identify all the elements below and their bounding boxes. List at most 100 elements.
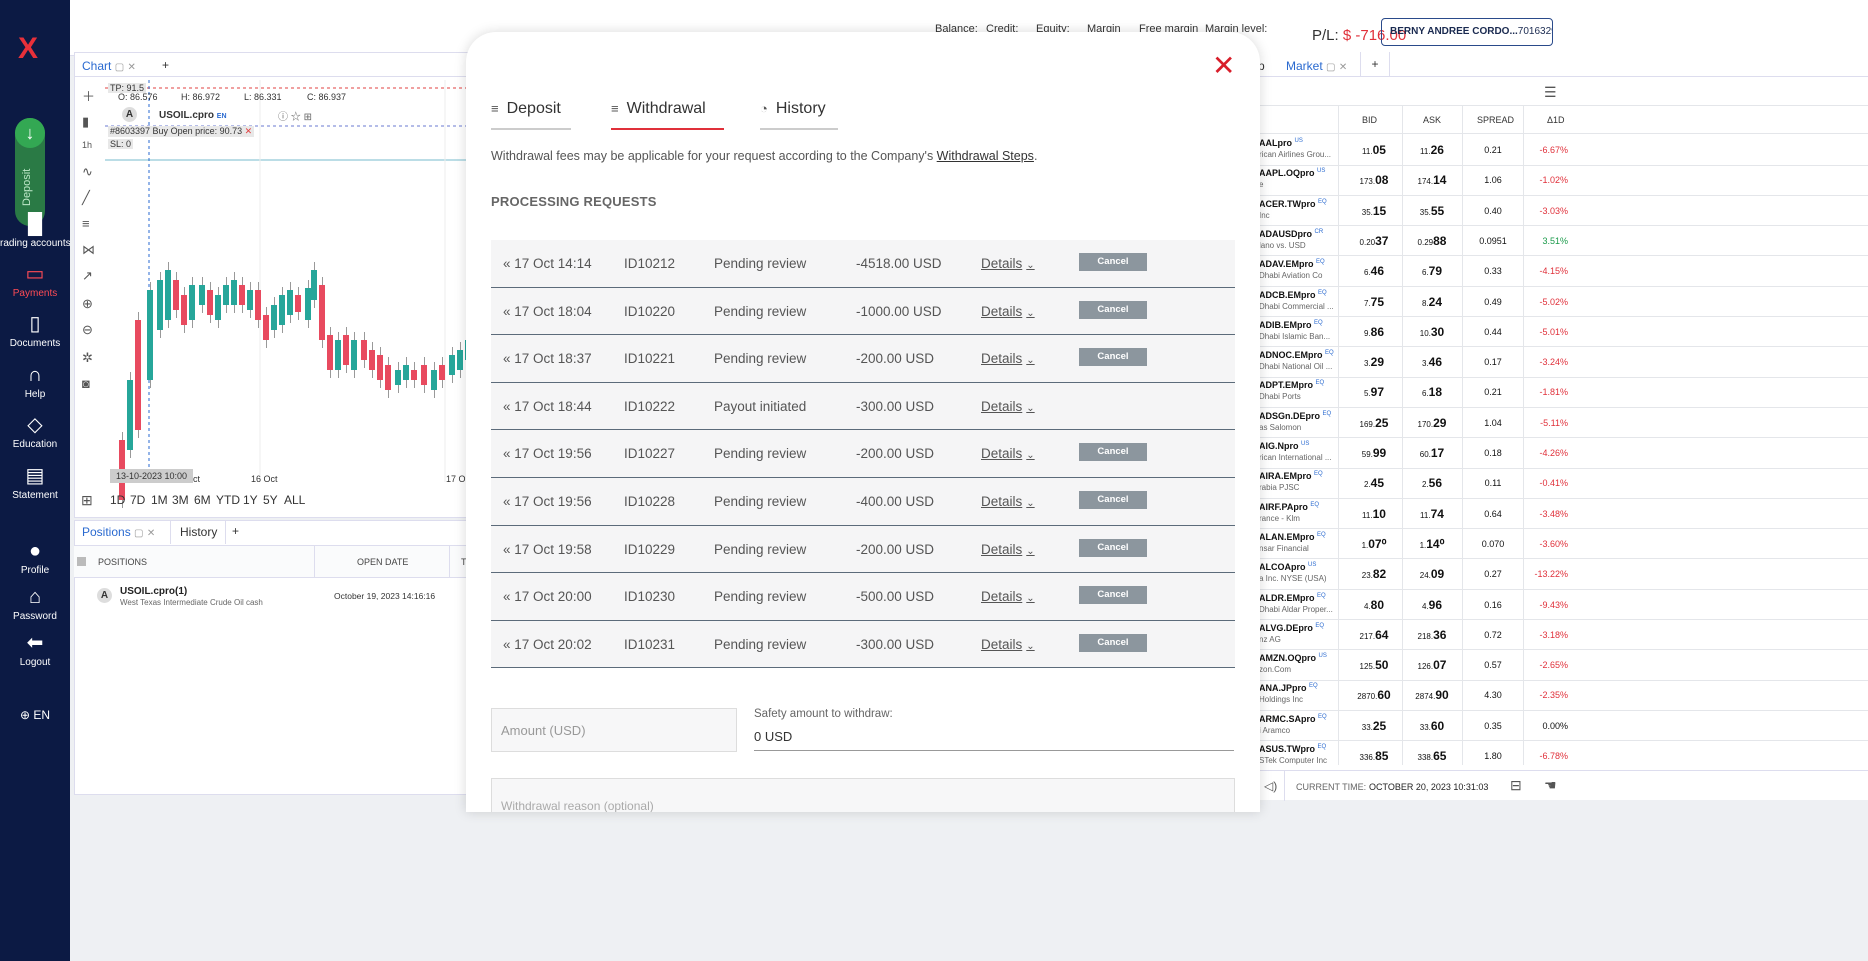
bid-price[interactable]: 125.50 [1359, 658, 1389, 673]
bid-price[interactable]: 6.46 [1363, 264, 1385, 279]
bid-price[interactable]: 0.2037 [1359, 233, 1389, 248]
bid-price[interactable]: 169.25 [1359, 415, 1389, 430]
market-row[interactable]: ADSGn.DEpro EQ as Salomon 169.25 170.29 1.04… [1256, 408, 1868, 439]
col-spread[interactable]: SPREAD [1477, 115, 1515, 125]
cancel-request-button[interactable]: Cancel [1079, 491, 1147, 509]
ask-price[interactable]: 6.18 [1421, 385, 1443, 400]
popout-icon[interactable]: ▢ [1326, 62, 1336, 73]
brand-logo[interactable]: X [18, 32, 38, 65]
cancel-request-button[interactable]: Cancel [1079, 300, 1147, 319]
star-icon[interactable]: ☆ [290, 112, 301, 123]
menu-icon[interactable]: ☰ [1544, 84, 1557, 100]
bid-price[interactable]: 217.64 [1359, 627, 1389, 642]
collapse-chevrons-icon[interactable]: « [503, 541, 511, 557]
interval-button[interactable]: 1h [82, 140, 93, 150]
details-link[interactable]: Details ⌄ [981, 351, 1035, 366]
details-link[interactable]: Details ⌄ [981, 304, 1035, 319]
collapse-chevrons-icon[interactable]: « [503, 351, 511, 367]
close-modal-icon[interactable]: ✕ [1212, 50, 1236, 81]
details-link[interactable]: Details ⌄ [981, 399, 1035, 414]
range-3m[interactable]: 3M [172, 493, 189, 507]
bid-price[interactable]: 5.97 [1363, 385, 1385, 400]
ask-price[interactable]: 35.55 [1419, 203, 1445, 218]
bid-price[interactable]: 7.75 [1363, 294, 1385, 309]
bid-price[interactable]: 23.82 [1361, 567, 1387, 582]
bid-price[interactable]: 4.80 [1363, 597, 1385, 612]
bid-price[interactable]: 3.29 [1363, 355, 1385, 370]
sidebar-item-profile[interactable]: ● Profile [0, 539, 70, 576]
popout-icon[interactable]: ▢ [134, 528, 144, 539]
trend-line-icon[interactable]: ╱ [82, 190, 90, 205]
hand-icon[interactable]: ☚ [1544, 777, 1557, 793]
market-row[interactable]: ASUS.TWpro EQ STek Computer Inc 336.85 338.… [1256, 741, 1868, 772]
ask-price[interactable]: 174.14 [1417, 173, 1447, 188]
layout-icon[interactable]: ⊟ [1510, 777, 1522, 793]
horizontal-lines-icon[interactable]: ≡ [82, 216, 90, 231]
market-row[interactable]: ADPT.EMpro EQ Dhabi Ports 5.97 6.18 0.21 -1.8… [1256, 377, 1868, 408]
sidebar-item-password[interactable]: ⌂ Password [0, 585, 70, 622]
range-5y[interactable]: 5Y [263, 493, 278, 507]
sidebar-item-help[interactable]: ∩ Help [0, 363, 70, 400]
plus-box-icon[interactable]: ⊞ [303, 112, 312, 123]
account-selector[interactable]: BERNY ANDREE CORDO...70163294 [1381, 18, 1553, 46]
sidebar-item-trading-accounts[interactable]: ▐▌ rading accounts [0, 212, 70, 249]
range-7d[interactable]: 7D [130, 493, 146, 507]
deposit-button[interactable]: ↓ Deposit [15, 118, 45, 226]
details-link[interactable]: Details ⌄ [981, 446, 1035, 461]
ask-price[interactable]: 2874.90 [1415, 688, 1449, 703]
ask-price[interactable]: 60.17 [1419, 446, 1445, 460]
collapse-chevrons-icon[interactable]: « [503, 256, 511, 271]
ask-price[interactable]: 170.29 [1417, 415, 1447, 430]
withdrawal-reason-input[interactable]: Withdrawal reason (optional) [491, 778, 1235, 812]
bid-price[interactable]: 1.07⁰ [1361, 536, 1387, 551]
market-row[interactable]: ADNOC.EMpro EQ Dhabi National Oil ... 3.29… [1256, 347, 1868, 378]
details-link[interactable]: Details ⌄ [981, 589, 1035, 604]
cancel-request-button[interactable]: Cancel [1079, 538, 1147, 557]
ask-price[interactable]: 3.46 [1421, 355, 1443, 370]
position-symbol[interactable]: USOIL.cpro(1) [120, 586, 188, 597]
ask-price[interactable]: 24.09 [1419, 567, 1445, 582]
market-row[interactable]: ACER.TWpro EQ Inc 35.15 35.55 0.40 -3.03% [1256, 196, 1868, 227]
market-row[interactable]: AMZN.OQpro US zon.Com 125.50 126.07 0.57 -2.6… [1256, 650, 1868, 681]
layout-grid-icon[interactable]: ⊞ [81, 492, 93, 508]
sidebar-item-logout[interactable]: ⬅ Logout [0, 631, 70, 668]
tab-chart[interactable]: Chart ▢ ✕ [82, 59, 136, 73]
pattern-icon[interactable]: ⋈ [82, 242, 95, 257]
ask-price[interactable]: 126.07 [1417, 658, 1447, 673]
range-1d[interactable]: 1D [110, 493, 126, 507]
ask-price[interactable]: 2.56 [1421, 476, 1443, 491]
close-icon[interactable]: ✕ [146, 528, 156, 539]
select-all-checkbox[interactable] [77, 557, 86, 566]
brush-icon[interactable]: ↗ [82, 268, 93, 283]
withdrawal-steps-link[interactable]: Withdrawal Steps [936, 149, 1034, 163]
market-row[interactable]: ALDR.EMpro EQ Dhabi Aldar Proper... 4.80 4.… [1256, 590, 1868, 620]
price-chart[interactable] [105, 80, 473, 508]
market-row[interactable]: ADAV.EMpro EQ Dhabi Aviation Co 6.46 6.79 0.… [1256, 256, 1868, 287]
cancel-request-button[interactable]: Cancel [1079, 443, 1147, 462]
ask-price[interactable]: 338.65 [1417, 749, 1447, 763]
bid-price[interactable]: 2.45 [1363, 476, 1385, 491]
range-ytd[interactable]: YTD [216, 493, 240, 507]
close-icon[interactable]: ✕ [1338, 62, 1348, 73]
market-row[interactable]: ALVG.DEpro EQ nz AG 217.64 218.36 0.72 -3.18% [1256, 620, 1868, 651]
market-row[interactable]: AIRF.PApro EQ rance - Klm 11.10 11.74 0.64 -3… [1256, 499, 1868, 530]
collapse-chevrons-icon[interactable]: « [503, 398, 511, 414]
popout-icon[interactable]: ▢ [114, 62, 125, 73]
tab-history[interactable]: History [170, 520, 226, 544]
bid-price[interactable]: 9.86 [1363, 324, 1385, 339]
range-all[interactable]: ALL [284, 493, 306, 507]
info-icon[interactable]: ⓘ [278, 112, 288, 123]
details-link[interactable]: Details ⌄ [981, 494, 1035, 509]
chart-symbol-actions[interactable]: ⓘ ☆ ⊞ [278, 108, 312, 123]
zoom-in-icon[interactable]: ⊕ [82, 296, 93, 311]
ask-price[interactable]: 33.60 [1419, 718, 1445, 733]
sidebar-item-statement[interactable]: ▤ Statement [0, 464, 70, 501]
collapse-chevrons-icon[interactable]: « [503, 636, 511, 652]
details-link[interactable]: Details ⌄ [981, 542, 1035, 557]
ask-price[interactable]: 11.74 [1420, 506, 1444, 521]
tab-positions[interactable]: Positions ▢ ✕ [82, 525, 155, 539]
bid-price[interactable]: 11.05 [1362, 143, 1386, 157]
add-chart-tab-button[interactable]: + [162, 58, 170, 72]
bid-price[interactable]: 336.85 [1359, 749, 1389, 763]
tab-deposit[interactable]: ≡ Deposit [491, 100, 571, 130]
